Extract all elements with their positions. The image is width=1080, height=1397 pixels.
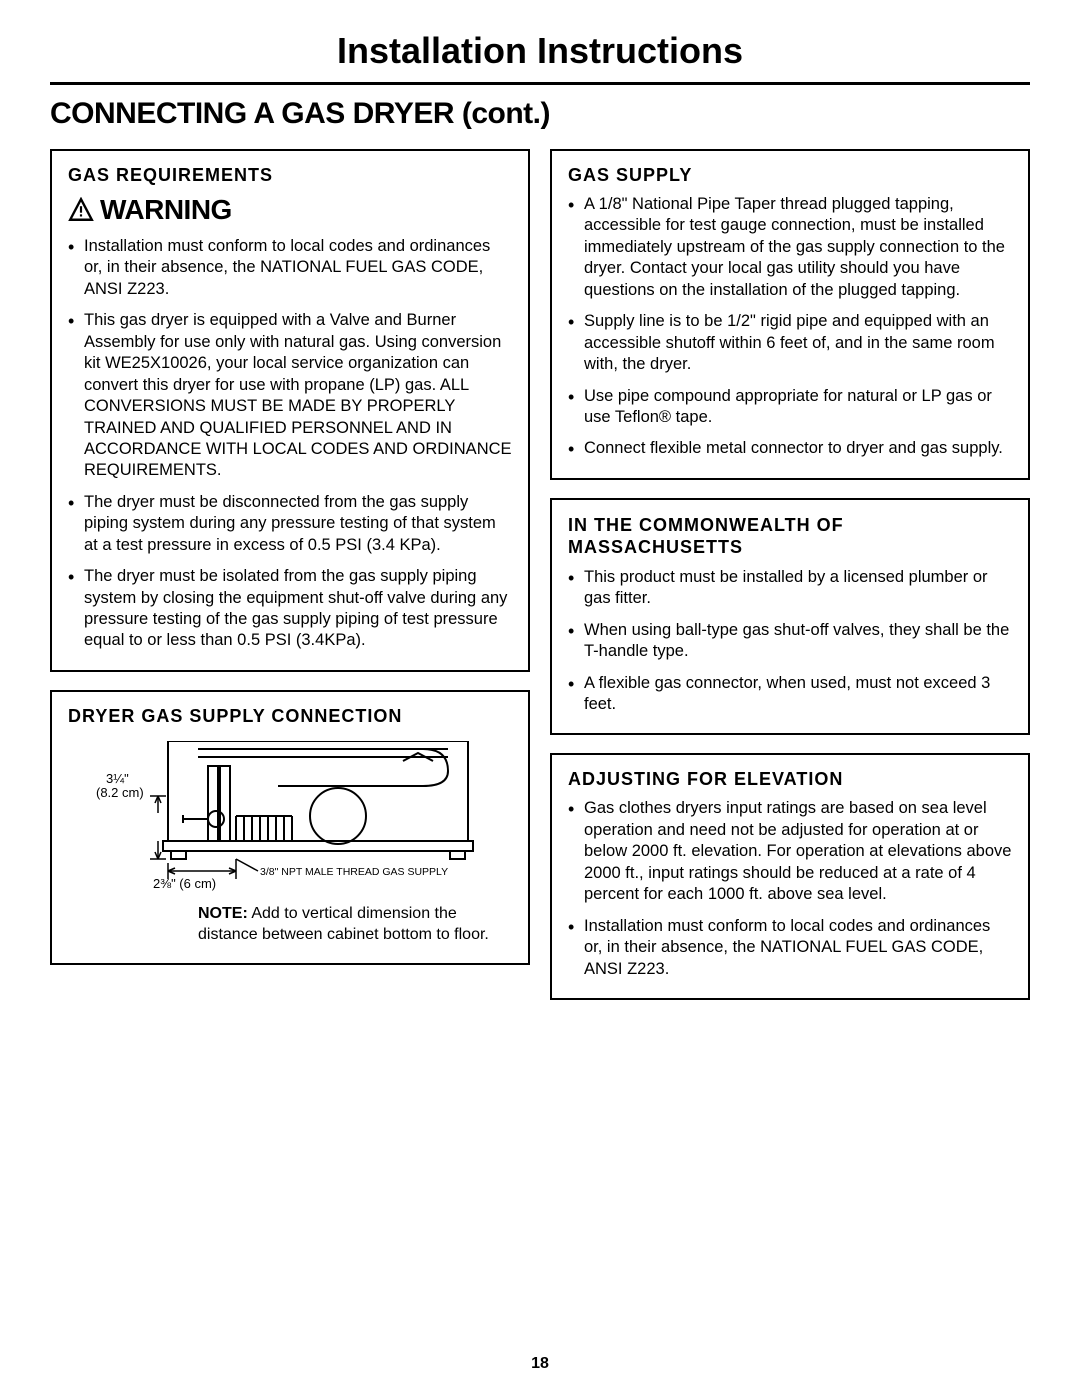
diagram-note: NOTE: Add to vertical dimension the dist…: [68, 904, 512, 946]
elevation-list: Gas clothes dryers input ratings are bas…: [568, 798, 1012, 980]
warning-label: WARNING: [100, 194, 232, 226]
list-item: Supply line is to be 1/2" rigid pipe and…: [568, 311, 1012, 375]
dim-h-label: 2⅜" (6 cm): [153, 876, 216, 891]
dryer-diagram: 3¼" (8.2 cm) 2⅜" (6 cm) 3/8" NPT MALE TH…: [68, 735, 512, 904]
gas-requirements-list: Installation must conform to local codes…: [68, 236, 512, 652]
list-item: The dryer must be disconnected from the …: [68, 492, 512, 556]
content-columns: GAS REQUIREMENTS WARNING Installation mu…: [50, 149, 1030, 1000]
gas-supply-box: GAS SUPPLY A 1/8" National Pipe Taper th…: [550, 149, 1030, 480]
dryer-connection-box: DRYER GAS SUPPLY CONNECTION: [50, 690, 530, 966]
gas-requirements-heading: GAS REQUIREMENTS: [68, 165, 512, 186]
massachusetts-box: IN THE COMMONWEALTH OF MASSACHUSETTS Thi…: [550, 498, 1030, 736]
list-item: A flexible gas connector, when used, mus…: [568, 673, 1012, 716]
list-item: Use pipe compound appropriate for natura…: [568, 386, 1012, 429]
list-item: This product must be installed by a lice…: [568, 567, 1012, 610]
list-item: Connect flexible metal connector to drye…: [568, 438, 1012, 459]
right-column: GAS SUPPLY A 1/8" National Pipe Taper th…: [550, 149, 1030, 1000]
left-column: GAS REQUIREMENTS WARNING Installation mu…: [50, 149, 530, 1000]
massachusetts-list: This product must be installed by a lice…: [568, 567, 1012, 716]
page-number: 18: [0, 1355, 1080, 1373]
list-item: Installation must conform to local codes…: [68, 236, 512, 300]
warning-row: WARNING: [68, 194, 512, 226]
elevation-heading: ADJUSTING FOR ELEVATION: [568, 769, 1012, 790]
section-title: CONNECTING A GAS DRYER (cont.): [50, 97, 1030, 131]
gas-supply-list: A 1/8" National Pipe Taper thread plugge…: [568, 194, 1012, 460]
list-item: This gas dryer is equipped with a Valve …: [68, 310, 512, 482]
dryer-diagram-svg: 3¼" (8.2 cm) 2⅜" (6 cm) 3/8" NPT MALE TH…: [68, 741, 498, 891]
title-divider: [50, 82, 1030, 85]
elevation-box: ADJUSTING FOR ELEVATION Gas clothes drye…: [550, 753, 1030, 1000]
page-title: Installation Instructions: [50, 30, 1030, 72]
note-bold: NOTE:: [198, 905, 248, 922]
dryer-connection-heading: DRYER GAS SUPPLY CONNECTION: [68, 706, 512, 727]
list-item: When using ball-type gas shut-off valves…: [568, 620, 1012, 663]
list-item: Gas clothes dryers input ratings are bas…: [568, 798, 1012, 905]
dim-v-label: 3¼": [106, 771, 129, 786]
list-item: The dryer must be isolated from the gas …: [68, 566, 512, 652]
gas-supply-heading: GAS SUPPLY: [568, 165, 1012, 186]
diagram-callout: 3/8" NPT MALE THREAD GAS SUPPLY: [260, 866, 448, 878]
warning-triangle-icon: [68, 197, 94, 223]
list-item: Installation must conform to local codes…: [568, 916, 1012, 980]
gas-requirements-box: GAS REQUIREMENTS WARNING Installation mu…: [50, 149, 530, 672]
dim-v-sub: (8.2 cm): [96, 785, 144, 800]
massachusetts-heading: IN THE COMMONWEALTH OF MASSACHUSETTS: [568, 514, 1012, 559]
list-item: A 1/8" National Pipe Taper thread plugge…: [568, 194, 1012, 301]
